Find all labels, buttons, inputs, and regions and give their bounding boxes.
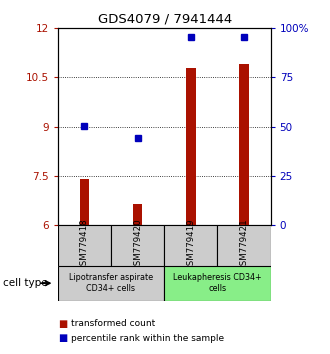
Bar	[80, 179, 89, 225]
Text: GSM779418: GSM779418	[80, 219, 89, 272]
Text: cell type: cell type	[3, 278, 48, 288]
Bar	[164, 225, 217, 266]
Text: transformed count: transformed count	[71, 319, 155, 329]
Bar	[58, 266, 164, 301]
Text: GSM779421: GSM779421	[240, 219, 248, 272]
Bar	[111, 225, 164, 266]
Text: GSM779419: GSM779419	[186, 219, 195, 272]
Bar	[217, 225, 271, 266]
Text: ■: ■	[58, 333, 67, 343]
Text: Lipotransfer aspirate
CD34+ cells: Lipotransfer aspirate CD34+ cells	[69, 274, 153, 293]
Bar	[186, 68, 196, 225]
Bar	[239, 64, 249, 225]
Bar	[133, 204, 142, 225]
Bar	[58, 225, 111, 266]
Text: ■: ■	[58, 319, 67, 329]
Text: Leukapheresis CD34+
cells: Leukapheresis CD34+ cells	[173, 274, 262, 293]
Bar	[164, 266, 271, 301]
Text: GSM779420: GSM779420	[133, 219, 142, 272]
Text: GDS4079 / 7941444: GDS4079 / 7941444	[98, 12, 232, 25]
Text: percentile rank within the sample: percentile rank within the sample	[71, 333, 224, 343]
